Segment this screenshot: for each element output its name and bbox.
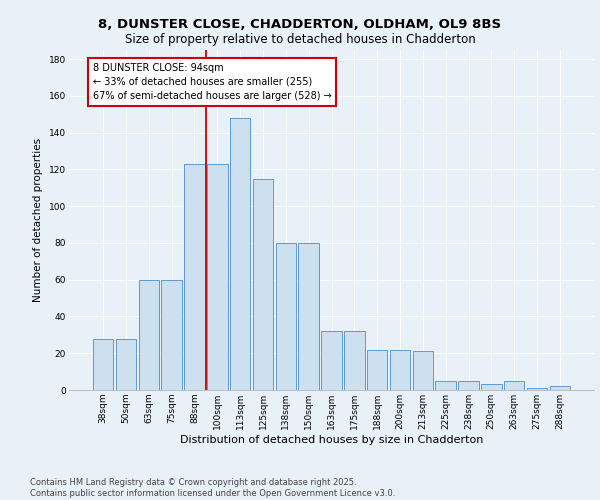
Bar xyxy=(161,280,182,390)
Bar xyxy=(390,350,410,390)
Text: Contains HM Land Registry data © Crown copyright and database right 2025.
Contai: Contains HM Land Registry data © Crown c… xyxy=(30,478,395,498)
Bar xyxy=(458,381,479,390)
Bar xyxy=(298,243,319,390)
Bar xyxy=(139,280,159,390)
Bar xyxy=(116,338,136,390)
Bar xyxy=(93,338,113,390)
Bar xyxy=(550,386,570,390)
Bar xyxy=(367,350,388,390)
Y-axis label: Number of detached properties: Number of detached properties xyxy=(34,138,43,302)
Bar xyxy=(527,388,547,390)
Bar xyxy=(207,164,227,390)
Text: 8, DUNSTER CLOSE, CHADDERTON, OLDHAM, OL9 8BS: 8, DUNSTER CLOSE, CHADDERTON, OLDHAM, OL… xyxy=(98,18,502,30)
Text: 8 DUNSTER CLOSE: 94sqm
← 33% of detached houses are smaller (255)
67% of semi-de: 8 DUNSTER CLOSE: 94sqm ← 33% of detached… xyxy=(93,63,332,101)
Text: Size of property relative to detached houses in Chadderton: Size of property relative to detached ho… xyxy=(125,32,475,46)
X-axis label: Distribution of detached houses by size in Chadderton: Distribution of detached houses by size … xyxy=(180,434,483,444)
Bar xyxy=(413,352,433,390)
Bar xyxy=(436,381,456,390)
Bar xyxy=(184,164,205,390)
Bar xyxy=(230,118,250,390)
Bar xyxy=(481,384,502,390)
Bar xyxy=(504,381,524,390)
Bar xyxy=(253,178,273,390)
Bar xyxy=(344,331,365,390)
Bar xyxy=(275,243,296,390)
Bar xyxy=(321,331,342,390)
